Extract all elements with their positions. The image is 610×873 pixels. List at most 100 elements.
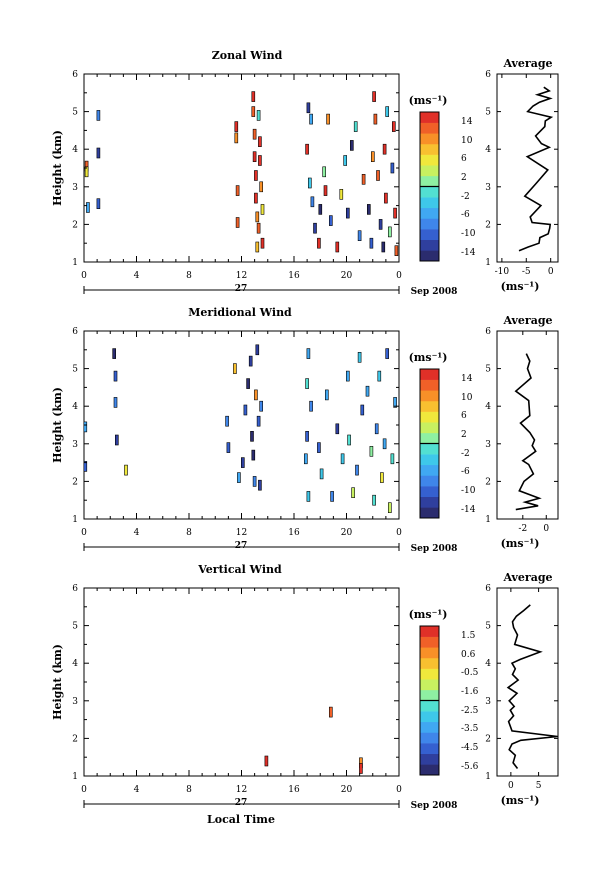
- average-x-tick-label: -10: [495, 267, 510, 277]
- heatmap-cell: [360, 404, 365, 416]
- meridional-cbar-label-5: -6: [461, 467, 470, 477]
- average-x-tick-label: 5: [536, 781, 542, 791]
- heatmap-cell: [361, 174, 366, 185]
- colorbar-swatch: [420, 122, 439, 134]
- vertical-average-frame: [496, 587, 559, 777]
- zonal-day-label: 27: [235, 284, 248, 294]
- vertical-cbar-label-4: -2.5: [461, 706, 479, 716]
- heatmap-cell: [384, 192, 388, 204]
- colorbar-swatch: [420, 700, 439, 712]
- colorbar-swatch: [420, 165, 439, 177]
- heatmap-cell: [307, 177, 312, 189]
- average-x-tick-label: 0: [548, 267, 554, 277]
- colorbar-swatch: [420, 229, 439, 241]
- heatmap-cell: [369, 237, 374, 249]
- colorbar-swatch: [420, 486, 439, 498]
- vertical-plot-frame: [83, 587, 400, 777]
- heatmap-cell: [378, 219, 383, 230]
- heatmap-cell: [355, 464, 359, 476]
- heatmap-cell: [256, 415, 261, 427]
- heatmap-cell: [83, 461, 88, 472]
- meridional-average-plot: -2 0: [514, 331, 549, 534]
- height-tick-label: 2: [72, 734, 78, 744]
- heatmap-cell: [233, 363, 237, 374]
- heatmap-cell: [366, 204, 371, 215]
- zonal-cbar-unit: (ms⁻¹): [409, 94, 448, 107]
- meridional-cbar-label-7: -14: [461, 505, 476, 515]
- heatmap-cell: [376, 170, 380, 181]
- heatmap-cell: [256, 222, 261, 234]
- colorbar-swatch: [420, 689, 439, 701]
- colorbar-swatch: [420, 626, 439, 637]
- heatmap-cell: [305, 430, 309, 442]
- heatmap-cell: [328, 215, 333, 226]
- zonal-average-title: Average: [502, 57, 552, 70]
- time-tick-label: 0: [396, 785, 402, 795]
- colorbar-swatch: [420, 369, 439, 380]
- heatmap-cell: [323, 185, 328, 196]
- heatmap-cell: [246, 378, 250, 389]
- average-height-tick-label: 1: [485, 515, 491, 525]
- heatmap-cell: [326, 113, 330, 125]
- zonal-cbar-label-3: 2: [461, 173, 467, 183]
- heatmap-cell: [335, 241, 340, 253]
- colorbar-swatch: [420, 711, 439, 723]
- vertical-y-ticks: 1 1 2 2 3 3 4 4 5 5 6 6: [72, 584, 558, 782]
- colorbar-swatch: [420, 764, 439, 776]
- heatmap-cell: [264, 755, 269, 767]
- average-height-tick-label: 4: [485, 402, 491, 412]
- heatmap-cell: [385, 348, 390, 359]
- vertical-month-label: Sep 2008: [411, 801, 458, 811]
- heatmap-cell: [252, 476, 257, 487]
- heatmap-cell: [309, 400, 313, 412]
- meridional-cbar-label-4: -2: [461, 449, 470, 459]
- heatmap-cell: [317, 237, 321, 249]
- zonal-x-ticks: 0 4 8 12 16 20 0: [81, 74, 402, 281]
- average-height-tick-label: 6: [485, 70, 491, 80]
- colorbar-swatch: [420, 636, 439, 648]
- colorbar-swatch: [420, 475, 439, 487]
- heatmap-cell: [340, 453, 345, 465]
- zonal-cbar-label-5: -6: [461, 210, 470, 220]
- vertical-wind-panel: Vertical Wind 1 12 23 34 45 56 6 0 4 8 12 16 20 0 He…: [51, 563, 559, 826]
- heatmap-cell: [309, 113, 313, 125]
- meridional-cbar-label-3: 2: [461, 430, 467, 440]
- zonal-cbar-label-0: 14: [461, 117, 473, 127]
- heatmap-cell: [251, 91, 256, 102]
- heatmap-cell: [225, 415, 229, 427]
- time-tick-label: 12: [236, 785, 247, 795]
- heatmap-cell: [258, 479, 262, 491]
- heatmap-cell: [372, 91, 376, 102]
- height-tick-label: 4: [72, 402, 78, 412]
- colorbar-swatch: [420, 400, 439, 412]
- meridional-x-ticks: 0 4 8 12 16 20 0: [81, 331, 402, 538]
- heatmap-cell: [255, 344, 260, 356]
- meridional-month-label: Sep 2008: [411, 544, 458, 554]
- heatmap-cell: [345, 370, 350, 382]
- heatmap-cell: [377, 370, 382, 382]
- heatmap-cell: [234, 132, 239, 144]
- heatmap-cell: [394, 245, 399, 256]
- average-profile-line: [518, 86, 554, 252]
- heatmap-cell: [303, 453, 308, 465]
- heatmap-cell: [305, 378, 309, 389]
- heatmap-cell: [347, 434, 351, 446]
- heatmap-cell: [382, 438, 387, 450]
- heatmap-cell: [96, 147, 101, 159]
- heatmap-cell: [84, 166, 89, 178]
- heatmap-cell: [381, 241, 386, 253]
- vertical-cbar-label-3: -1.6: [461, 687, 479, 697]
- time-tick-label: 12: [236, 271, 247, 281]
- heatmap-cell: [235, 217, 240, 228]
- heatmap-cell: [370, 151, 375, 162]
- heatmap-cell: [251, 449, 256, 461]
- height-tick-label: 5: [72, 108, 78, 118]
- time-tick-label: 16: [288, 785, 300, 795]
- heatmap-cell: [258, 136, 262, 147]
- zonal-month-label: Sep 2008: [411, 287, 458, 297]
- heatmap-cell: [393, 207, 397, 219]
- heatmap-cell: [86, 202, 90, 213]
- average-x-tick-label: -2: [518, 524, 527, 534]
- average-height-tick-label: 4: [485, 659, 491, 669]
